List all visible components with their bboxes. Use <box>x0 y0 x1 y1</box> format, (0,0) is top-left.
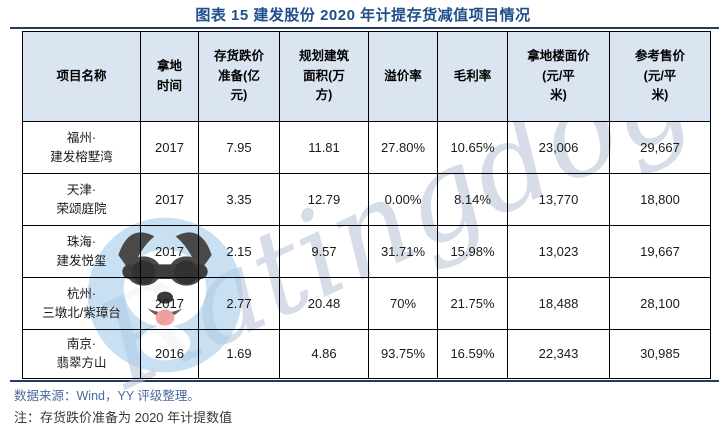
table-cell: 7.95 <box>198 121 280 174</box>
table-cell: 93.75% <box>368 329 438 379</box>
table-cell: 70% <box>368 277 438 330</box>
table-cell: 3.35 <box>198 173 280 226</box>
data-source-line: 数据来源：Wind，YY 评级整理。 <box>14 389 200 403</box>
table-cell: 30,985 <box>609 329 711 379</box>
col-header-premium-rate: 溢价率 <box>368 31 438 122</box>
table-cell: 12.79 <box>279 173 369 226</box>
project-name-cell: 福州· 建发榕墅湾 <box>22 121 141 174</box>
table-cell: 1.69 <box>198 329 280 379</box>
table-cell: 2017 <box>140 225 199 278</box>
table-cell: 21.75% <box>437 277 508 330</box>
table-cell: 2017 <box>140 173 199 226</box>
table-row: 杭州· 三墩北/紫璋台 2017 2.77 20.48 70% 21.75% 1… <box>22 277 711 330</box>
table-cell: 16.59% <box>437 329 508 379</box>
table-cell: 2.15 <box>198 225 280 278</box>
col-header-project-name: 项目名称 <box>22 31 141 122</box>
table-cell: 29,667 <box>609 121 711 174</box>
table-row: 珠海· 建发悦玺 2017 2.15 9.57 31.71% 15.98% 13… <box>22 225 711 278</box>
table-cell: 8.14% <box>437 173 508 226</box>
col-header-land-acquired-year: 拿地 时间 <box>140 31 199 122</box>
project-name-cell: 杭州· 三墩北/紫璋台 <box>22 277 141 330</box>
table-cell: 27.80% <box>368 121 438 174</box>
header-row: 项目名称 拿地 时间 存货跌价 准备(亿 元) 规划建筑 面积(万 方) 溢价率… <box>22 31 711 122</box>
col-header-inventory-writedown: 存货跌价 准备(亿 元) <box>198 31 280 122</box>
top-rule-divider <box>10 27 719 29</box>
table-cell: 19,667 <box>609 225 711 278</box>
table-cell: 2017 <box>140 121 199 174</box>
table-cell: 18,800 <box>609 173 711 226</box>
table-cell: 4.86 <box>279 329 369 379</box>
project-name-cell: 珠海· 建发悦玺 <box>22 225 141 278</box>
table-row: 南京· 翡翠方山 2016 1.69 4.86 93.75% 16.59% 22… <box>22 329 711 379</box>
bottom-rule-divider <box>10 380 719 382</box>
table-row: 福州· 建发榕墅湾 2017 7.95 11.81 27.80% 10.65% … <box>22 121 711 174</box>
table-cell: 18,488 <box>507 277 610 330</box>
table-cell: 9.57 <box>279 225 369 278</box>
project-name-cell: 南京· 翡翠方山 <box>22 329 141 379</box>
table-cell: 13,770 <box>507 173 610 226</box>
table-cell: 31.71% <box>368 225 438 278</box>
table-cell: 10.65% <box>437 121 508 174</box>
table-cell: 0.00% <box>368 173 438 226</box>
project-name-cell: 天津· 荣颂庭院 <box>22 173 141 226</box>
table-cell: 11.81 <box>279 121 369 174</box>
col-header-gross-margin: 毛利率 <box>437 31 508 122</box>
col-header-planned-gfa: 规划建筑 面积(万 方) <box>279 31 369 122</box>
col-header-reference-price: 参考售价 (元/平 米) <box>609 31 711 122</box>
footnote-line: 注：存货跌价准备为 2020 年计提数值 <box>14 410 233 425</box>
table-cell: 2.77 <box>198 277 280 330</box>
figure-title: 图表 15 建发股份 2020 年计提存货减值项目情况 <box>195 7 531 24</box>
table-cell: 20.48 <box>279 277 369 330</box>
table-cell: 2017 <box>140 277 199 330</box>
table-cell: 15.98% <box>437 225 508 278</box>
col-header-land-floor-price: 拿地楼面价 (元/平 米) <box>507 31 610 122</box>
table-cell: 13,023 <box>507 225 610 278</box>
table-cell: 22,343 <box>507 329 610 379</box>
table-cell: 28,100 <box>609 277 711 330</box>
table-cell: 23,006 <box>507 121 610 174</box>
table-row: 天津· 荣颂庭院 2017 3.35 12.79 0.00% 8.14% 13,… <box>22 173 711 226</box>
table-cell: 2016 <box>140 329 199 379</box>
impairment-projects-table: 项目名称 拿地 时间 存货跌价 准备(亿 元) 规划建筑 面积(万 方) 溢价率… <box>22 31 711 379</box>
